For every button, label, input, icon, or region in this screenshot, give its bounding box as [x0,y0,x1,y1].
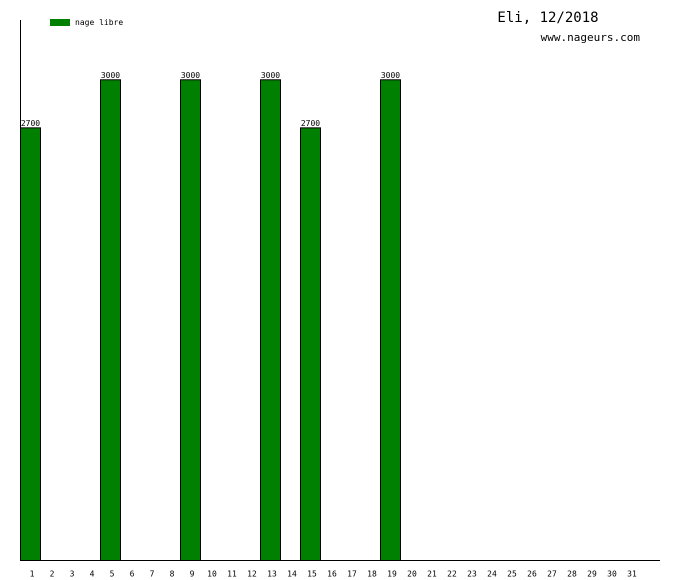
x-tick-label: 24 [487,570,497,579]
x-tick-label: 3 [70,570,75,579]
x-tick-label: 7 [150,570,155,579]
value-label: 2700 [301,119,320,128]
x-tick-label: 13 [267,570,277,579]
x-tick-label: 30 [607,570,617,579]
bar [300,127,321,562]
x-tick-label: 18 [367,570,377,579]
x-tick-label: 17 [347,570,357,579]
bar [100,79,121,561]
value-label: 2700 [21,119,40,128]
x-tick-label: 12 [247,570,257,579]
x-tick-label: 2 [50,570,55,579]
value-label: 3000 [101,71,120,80]
x-tick-label: 21 [427,570,437,579]
chart-subtitle: www.nageurs.com [541,31,641,44]
x-tick-label: 11 [227,570,237,579]
legend-label: nage libre [75,18,123,27]
bar [380,79,401,561]
x-tick-label: 29 [587,570,597,579]
x-tick-label: 14 [287,570,297,579]
x-tick-label: 16 [327,570,337,579]
bar [180,79,201,561]
x-tick-label: 26 [527,570,537,579]
x-tick-label: 1 [30,570,35,579]
x-tick-label: 6 [130,570,135,579]
x-tick-label: 8 [170,570,175,579]
value-label: 3000 [381,71,400,80]
x-tick-label: 10 [207,570,217,579]
x-tick-label: 23 [467,570,477,579]
legend-swatch [50,19,70,26]
value-label: 3000 [261,71,280,80]
value-label: 3000 [181,71,200,80]
bar [260,79,281,561]
x-tick-label: 22 [447,570,457,579]
x-tick-label: 27 [547,570,557,579]
x-tick-label: 5 [110,570,115,579]
x-tick-label: 20 [407,570,417,579]
chart-title: Eli, 12/2018 [497,10,598,26]
x-tick-label: 15 [307,570,317,579]
x-tick-label: 9 [190,570,195,579]
x-tick-label: 19 [387,570,397,579]
x-tick-label: 4 [90,570,95,579]
x-tick-label: 31 [627,570,637,579]
x-tick-label: 28 [567,570,577,579]
x-tick-label: 25 [507,570,517,579]
bar [20,127,41,562]
